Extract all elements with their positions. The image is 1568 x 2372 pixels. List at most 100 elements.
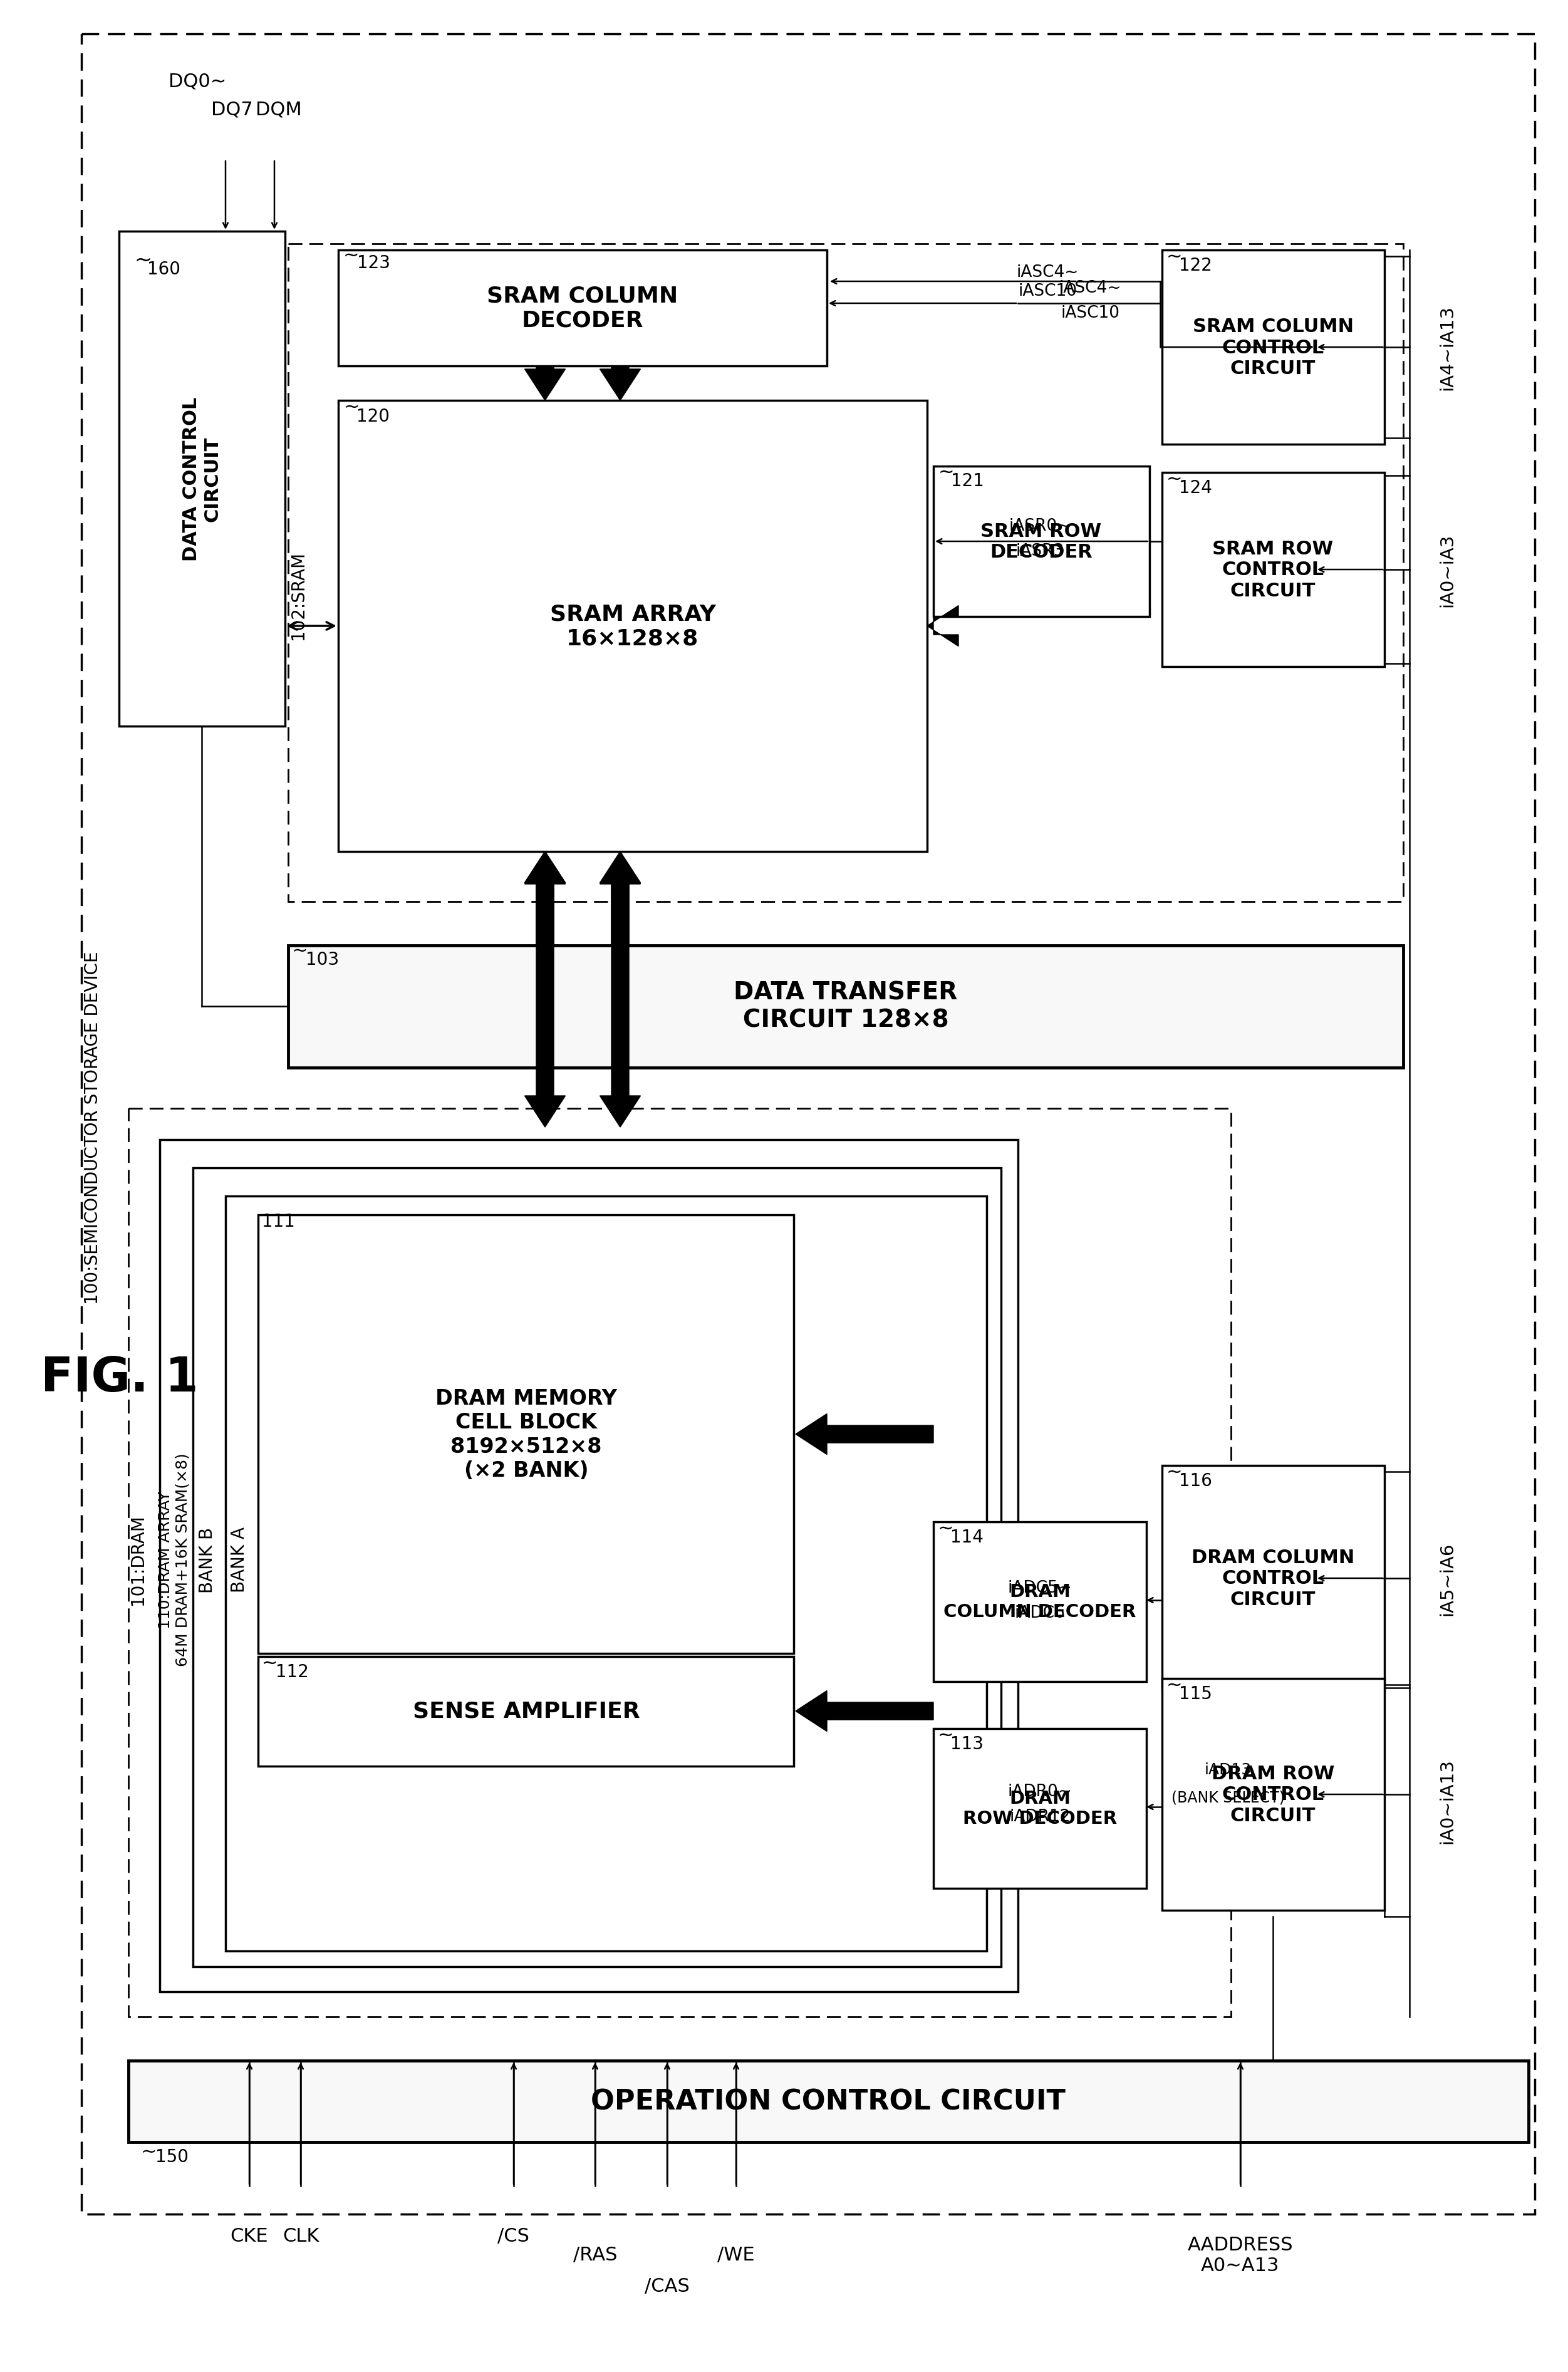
Text: 112: 112 xyxy=(276,1663,309,1679)
Text: SRAM ROW
CONTROL
CIRCUIT: SRAM ROW CONTROL CIRCUIT xyxy=(1212,541,1333,600)
Text: DRAM COLUMN
CONTROL
CIRCUIT: DRAM COLUMN CONTROL CIRCUIT xyxy=(1192,1549,1355,1608)
Polygon shape xyxy=(601,365,641,401)
Text: DQM: DQM xyxy=(256,100,303,119)
Text: iADR12: iADR12 xyxy=(1010,1807,1071,1824)
Text: ~: ~ xyxy=(1167,470,1182,489)
Text: FIG. 1: FIG. 1 xyxy=(41,1354,198,1402)
Bar xyxy=(933,1729,1146,1888)
Text: BANK B: BANK B xyxy=(199,1528,216,1592)
Text: 115: 115 xyxy=(1179,1684,1212,1703)
Text: ~: ~ xyxy=(343,247,359,266)
Text: iA0∼iA13: iA0∼iA13 xyxy=(1438,1758,1455,1843)
Text: 101:DRAM: 101:DRAM xyxy=(129,1513,146,1606)
Text: DRAM
COLUMN DECODER: DRAM COLUMN DECODER xyxy=(944,1582,1137,1620)
Text: 121: 121 xyxy=(950,472,985,489)
Text: 110:DRAM ARRAY
64M DRAM+16K SRAM(×8): 110:DRAM ARRAY 64M DRAM+16K SRAM(×8) xyxy=(158,1454,190,1668)
Text: ~: ~ xyxy=(141,2142,157,2161)
Polygon shape xyxy=(927,605,958,648)
Text: /RAS: /RAS xyxy=(572,2246,618,2263)
Bar xyxy=(119,232,285,726)
Text: ~: ~ xyxy=(938,1518,953,1537)
Bar xyxy=(339,401,927,852)
Text: BANK A: BANK A xyxy=(230,1528,248,1592)
Bar xyxy=(129,2061,1529,2142)
Text: 114: 114 xyxy=(950,1528,983,1547)
Text: ~: ~ xyxy=(135,249,152,270)
Text: 160: 160 xyxy=(147,261,180,278)
Text: DATA TRANSFER
CIRCUIT 128×8: DATA TRANSFER CIRCUIT 128×8 xyxy=(734,982,958,1032)
Text: SRAM ROW
DECODER: SRAM ROW DECODER xyxy=(980,522,1102,562)
Text: 120: 120 xyxy=(356,408,390,425)
Polygon shape xyxy=(795,1414,933,1454)
Text: SRAM ARRAY
16×128×8: SRAM ARRAY 16×128×8 xyxy=(550,602,715,650)
Polygon shape xyxy=(525,852,566,1067)
Text: iAD13: iAD13 xyxy=(1204,1762,1251,1777)
Text: iASC4∼
iASC10: iASC4∼ iASC10 xyxy=(1016,263,1079,299)
Text: DQ0∼: DQ0∼ xyxy=(168,71,226,90)
Text: ~: ~ xyxy=(1167,1464,1182,1480)
Bar xyxy=(339,251,826,365)
Polygon shape xyxy=(525,854,566,944)
Polygon shape xyxy=(601,854,641,944)
Text: SRAM COLUMN
DECODER: SRAM COLUMN DECODER xyxy=(488,285,679,332)
Text: 102:SRAM: 102:SRAM xyxy=(290,550,307,638)
Text: iASC4∼: iASC4∼ xyxy=(1058,280,1121,296)
Text: 113: 113 xyxy=(950,1734,983,1753)
Text: DQ7: DQ7 xyxy=(210,100,252,119)
Polygon shape xyxy=(525,365,566,401)
Text: iADC5∼: iADC5∼ xyxy=(1008,1580,1073,1596)
Bar xyxy=(289,244,1403,901)
Text: 103: 103 xyxy=(306,951,339,968)
Text: DRAM
ROW DECODER: DRAM ROW DECODER xyxy=(963,1788,1116,1826)
Bar xyxy=(1162,251,1385,444)
Text: iA0∼iA3: iA0∼iA3 xyxy=(1438,534,1455,607)
Bar xyxy=(933,467,1149,617)
Text: iA4∼iA13: iA4∼iA13 xyxy=(1438,306,1455,391)
Bar xyxy=(259,1214,793,1653)
Text: DATA CONTROL
CIRCUIT: DATA CONTROL CIRCUIT xyxy=(182,396,221,562)
Text: 111: 111 xyxy=(262,1212,295,1231)
Text: AADDRESS
A0∼A13: AADDRESS A0∼A13 xyxy=(1187,2234,1294,2275)
Text: 116: 116 xyxy=(1179,1473,1212,1490)
Bar xyxy=(1162,1679,1385,1909)
Bar xyxy=(1162,1466,1385,1691)
Text: (BANK SELECT): (BANK SELECT) xyxy=(1171,1791,1284,1805)
Bar xyxy=(129,1108,1231,2016)
Text: ~: ~ xyxy=(938,463,955,482)
Bar xyxy=(193,1167,1000,1966)
Text: ~: ~ xyxy=(1167,247,1182,266)
Text: ~: ~ xyxy=(938,1727,953,1743)
Text: SENSE AMPLIFIER: SENSE AMPLIFIER xyxy=(412,1701,640,1722)
Text: 123: 123 xyxy=(358,254,390,273)
Text: /WE: /WE xyxy=(718,2246,754,2263)
Text: ~: ~ xyxy=(262,1653,278,1672)
Text: 100:SEMICONDUCTOR STORAGE DEVICE: 100:SEMICONDUCTOR STORAGE DEVICE xyxy=(85,951,102,1305)
Polygon shape xyxy=(601,852,641,1067)
Text: ~: ~ xyxy=(343,398,361,415)
Text: /CS: /CS xyxy=(497,2227,530,2246)
Polygon shape xyxy=(525,852,566,946)
Text: DRAM MEMORY
CELL BLOCK
8192×512×8
(×2 BANK): DRAM MEMORY CELL BLOCK 8192×512×8 (×2 BA… xyxy=(436,1388,618,1480)
Bar xyxy=(289,946,1403,1067)
Text: iASR0∼: iASR0∼ xyxy=(1008,517,1071,534)
Bar xyxy=(259,1656,793,1767)
Bar xyxy=(933,1523,1146,1682)
Text: SRAM COLUMN
CONTROL
CIRCUIT: SRAM COLUMN CONTROL CIRCUIT xyxy=(1192,318,1353,377)
Polygon shape xyxy=(601,1067,641,1127)
Polygon shape xyxy=(795,1691,933,1732)
Text: iA5∼iA6: iA5∼iA6 xyxy=(1438,1542,1455,1615)
Text: /CAS: /CAS xyxy=(644,2277,690,2296)
Polygon shape xyxy=(525,1067,566,1127)
Text: iADC6: iADC6 xyxy=(1014,1606,1065,1620)
Text: iADR0∼: iADR0∼ xyxy=(1008,1784,1073,1800)
Text: DRAM ROW
CONTROL
CIRCUIT: DRAM ROW CONTROL CIRCUIT xyxy=(1212,1765,1334,1824)
Text: ~: ~ xyxy=(292,942,307,961)
Text: 124: 124 xyxy=(1179,479,1212,496)
Text: 150: 150 xyxy=(155,2147,188,2166)
Text: ~: ~ xyxy=(1167,1675,1182,1694)
Text: CLK: CLK xyxy=(282,2227,318,2246)
Text: 122: 122 xyxy=(1179,256,1212,275)
Text: OPERATION CONTROL CIRCUIT: OPERATION CONTROL CIRCUIT xyxy=(591,2087,1066,2116)
Text: iASC10: iASC10 xyxy=(1060,306,1120,320)
Text: CKE: CKE xyxy=(230,2227,268,2246)
